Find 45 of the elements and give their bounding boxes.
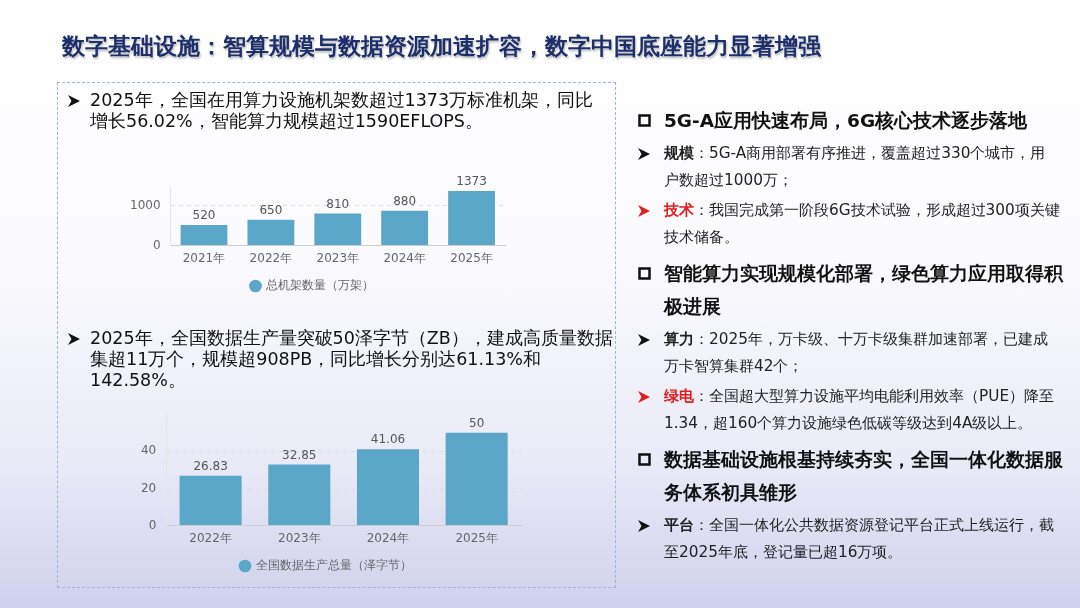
bar <box>268 464 331 526</box>
bar <box>180 224 228 246</box>
data-label: 650 <box>259 202 283 217</box>
y-tick-label: 40 <box>140 443 157 458</box>
legend-label: 全国数据生产总量（泽字节） <box>255 558 412 573</box>
text: 平台：全国一体化公共数据资源登记平台正式上线运行，截至2025年底，登记量已超16万项。 <box>663 515 1055 563</box>
x-tick-label: 2022年 <box>189 530 232 545</box>
chart-title: 2025年，全国数据生产量突破50泽字节（ZB），建成高质量数据集超11万个，规模超908PB，同比增长分别达61.13%和142.58%。 <box>90 328 614 391</box>
text: 数字基础设施：智算规模与数据资源加速扩容，数字中国底座能力显著增强 <box>62 32 821 61</box>
data-label: 810 <box>326 196 350 211</box>
text: 数据基础设施根基持续夯实，全国一体化数据服务体系初具雏形 <box>663 448 1064 505</box>
bar <box>448 191 495 246</box>
bar <box>445 432 508 526</box>
data-label: 1373 <box>456 174 487 189</box>
data-label: 41.06 <box>370 432 406 447</box>
y-tick-label: 20 <box>140 480 157 495</box>
bar <box>247 219 295 246</box>
bar <box>314 213 362 246</box>
y-tick-label: 0 <box>152 237 161 252</box>
text: 智能算力实现规模化部署，绿色算力应用取得积极进展 <box>662 262 1064 319</box>
x-tick-label: 2024年 <box>383 250 426 265</box>
data-label: 50 <box>469 415 485 430</box>
data-label: 880 <box>393 193 417 208</box>
data-label: 32.85 <box>282 447 317 462</box>
x-tick-label: 2025年 <box>455 530 498 545</box>
text: 规模：5G-A商用部署有序推进，覆盖超过330个城市，用户数超过1000万； <box>663 143 1047 191</box>
bar <box>356 449 420 526</box>
bar <box>381 210 429 246</box>
text: 算力：2025年，万卡级、十万卡级集群加速部署，已建成万卡智算集群42个； <box>663 329 1049 377</box>
x-tick-label: 2023年 <box>316 250 360 265</box>
data-label: 520 <box>192 208 216 223</box>
data-label: 26.83 <box>193 458 228 473</box>
legend-label: 总机架数量（万架） <box>265 278 374 293</box>
y-tick-label: 1000 <box>129 197 161 212</box>
y-tick-label: 0 <box>148 517 157 532</box>
text: 绿电：全国超大型算力设施平均电能利用效率（PUE）降至1.34，超160个算力设施绿色低碳等级达到4A级以上。 <box>663 386 1056 434</box>
x-tick-label: 2024年 <box>366 530 410 545</box>
x-tick-label: 2021年 <box>182 250 226 265</box>
x-tick-label: 2023年 <box>278 530 321 545</box>
bar <box>179 475 242 526</box>
chart-title: 2025年，全国在用算力设施机架数超过1373万标准机架，同比增长56.02%，智能算力规模超过1590EFLOPS。 <box>90 90 595 132</box>
text: 技术：我国完成第一阶段6G技术试验，形成超过300项关键技术储备。 <box>662 200 1060 248</box>
x-tick-label: 2025年 <box>450 250 493 265</box>
text: 5G-A应用快速布局，6G核心技术逐步落地 <box>663 109 1029 133</box>
x-tick-label: 2022年 <box>249 250 293 265</box>
